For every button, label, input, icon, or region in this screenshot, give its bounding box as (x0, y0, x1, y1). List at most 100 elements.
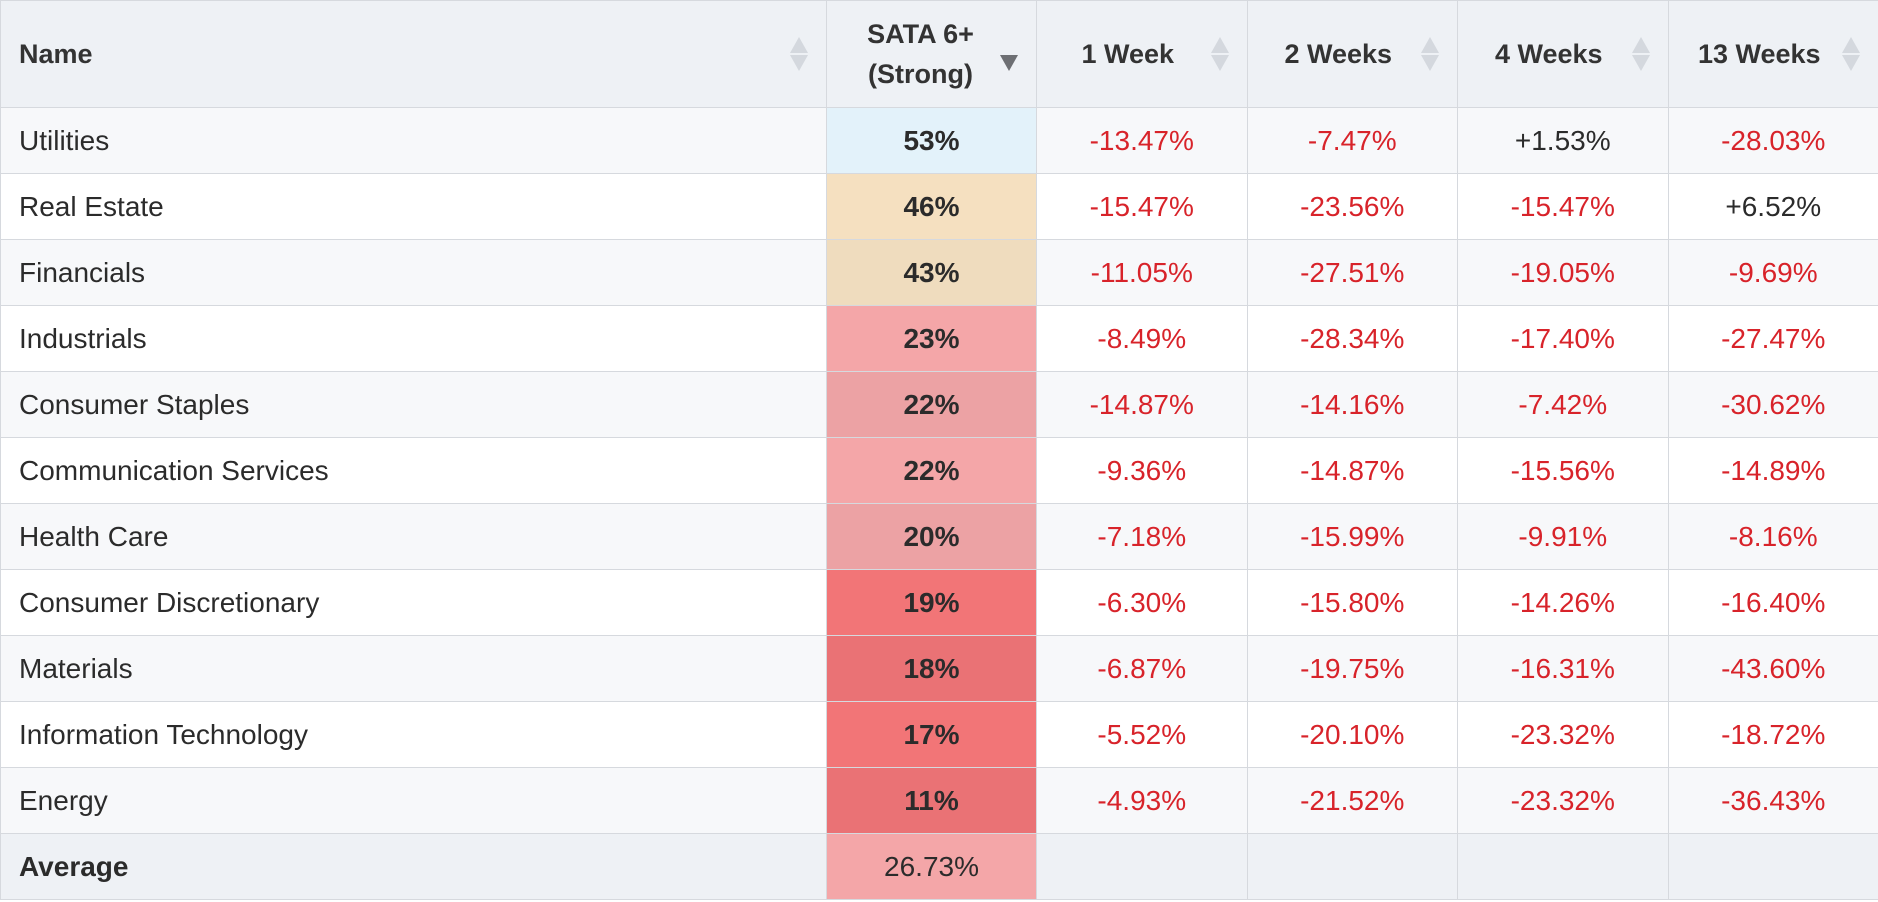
sector-name: Health Care (0, 503, 827, 570)
change-4-weeks: -15.47% (1457, 173, 1669, 240)
change-13-weeks: -36.43% (1667, 767, 1878, 834)
column-header-label: Name (19, 39, 93, 69)
table-row[interactable]: Consumer Discretionary 19% -6.30% -15.80% -1… (0, 569, 1878, 636)
change-1-week: -6.87% (1036, 635, 1248, 702)
change-2-weeks: -14.16% (1246, 371, 1458, 438)
sata-value: 46% (826, 173, 1037, 240)
average-sata-value: 26.73% (826, 833, 1037, 900)
change-4-weeks: -23.32% (1457, 701, 1669, 768)
table-row[interactable]: Health Care 20% -7.18% -15.99% -9.91% -8.16% (0, 503, 1878, 570)
sata-value: 11% (826, 767, 1037, 834)
sector-name: Financials (0, 239, 827, 306)
table-row[interactable]: Utilities 53% -13.47% -7.47% +1.53% -28.03% (0, 107, 1878, 174)
change-13-weeks: -18.72% (1667, 701, 1878, 768)
change-1-week: -6.30% (1036, 569, 1248, 636)
change-4-weeks: -15.56% (1457, 437, 1669, 504)
table-row[interactable]: Consumer Staples 22% -14.87% -14.16% -7.42% -… (0, 371, 1878, 438)
change-4-weeks: -17.40% (1457, 305, 1669, 372)
change-2-weeks: -23.56% (1246, 173, 1458, 240)
sata-value: 22% (826, 437, 1037, 504)
average-row: Average 26.73% (0, 833, 1878, 900)
change-1-week: -4.93% (1036, 767, 1248, 834)
change-13-weeks: -28.03% (1667, 107, 1878, 174)
sata-value: 18% (826, 635, 1037, 702)
sort-icon[interactable] (1631, 37, 1650, 71)
change-13-weeks: -16.40% (1667, 569, 1878, 636)
table-row[interactable]: Energy 11% -4.93% -21.52% -23.32% -36.43% (0, 767, 1878, 834)
change-1-week: -8.49% (1036, 305, 1248, 372)
change-13-weeks: -27.47% (1667, 305, 1878, 372)
change-1-week: -11.05% (1036, 239, 1248, 306)
change-1-week: -9.36% (1036, 437, 1248, 504)
header-row: Name SATA 6+ (Strong) 1 Week 2 Weeks (0, 0, 1878, 108)
column-header-sata[interactable]: SATA 6+ (Strong) (826, 0, 1037, 108)
column-header-name[interactable]: Name (0, 0, 827, 108)
sector-name: Consumer Staples (0, 371, 827, 438)
change-4-weeks: -14.26% (1457, 569, 1669, 636)
table-body: Utilities 53% -13.47% -7.47% +1.53% -28.03% Re… (0, 107, 1878, 834)
column-header-label: 2 Weeks (1284, 39, 1393, 69)
column-header-4-weeks[interactable]: 4 Weeks (1457, 0, 1669, 108)
sata-value: 17% (826, 701, 1037, 768)
sector-name: Consumer Discretionary (0, 569, 827, 636)
average-label: Average (0, 833, 827, 900)
change-1-week: -13.47% (1036, 107, 1248, 174)
column-header-label: 4 Weeks (1494, 39, 1603, 69)
change-4-weeks: -23.32% (1457, 767, 1669, 834)
sort-icon[interactable] (790, 37, 808, 71)
column-header-label: (Strong) (868, 59, 973, 89)
sector-name: Communication Services (0, 437, 827, 504)
table-row[interactable]: Financials 43% -11.05% -27.51% -19.05% -9.69% (0, 239, 1878, 306)
change-13-weeks: -30.62% (1667, 371, 1878, 438)
average-empty-cell (1457, 833, 1669, 900)
change-13-weeks: -8.16% (1667, 503, 1878, 570)
change-4-weeks: -9.91% (1457, 503, 1669, 570)
sector-name: Industrials (0, 305, 827, 372)
change-13-weeks: +6.52% (1667, 173, 1878, 240)
table-row[interactable]: Information Technology 17% -5.52% -20.10% -2… (0, 701, 1878, 768)
change-13-weeks: -43.60% (1667, 635, 1878, 702)
change-1-week: -15.47% (1036, 173, 1248, 240)
sector-name: Materials (0, 635, 827, 702)
sort-descending-icon[interactable] (1000, 37, 1018, 71)
sort-icon[interactable] (1210, 37, 1229, 71)
sata-value: 19% (826, 569, 1037, 636)
change-2-weeks: -15.99% (1246, 503, 1458, 570)
sector-name: Energy (0, 767, 827, 834)
change-2-weeks: -28.34% (1246, 305, 1458, 372)
change-4-weeks: -16.31% (1457, 635, 1669, 702)
sort-icon[interactable] (1842, 37, 1860, 71)
sata-value: 53% (826, 107, 1037, 174)
change-4-weeks: +1.53% (1457, 107, 1669, 174)
average-empty-cell (1036, 833, 1248, 900)
change-2-weeks: -19.75% (1246, 635, 1458, 702)
change-4-weeks: -7.42% (1457, 371, 1669, 438)
average-empty-cell (1667, 833, 1878, 900)
column-header-label: SATA 6+ (867, 19, 974, 49)
change-1-week: -7.18% (1036, 503, 1248, 570)
average-empty-cell (1246, 833, 1458, 900)
change-4-weeks: -19.05% (1457, 239, 1669, 306)
column-header-2-weeks[interactable]: 2 Weeks (1246, 0, 1458, 108)
change-2-weeks: -14.87% (1246, 437, 1458, 504)
column-header-label: 1 Week (1081, 39, 1175, 69)
change-1-week: -14.87% (1036, 371, 1248, 438)
change-2-weeks: -7.47% (1246, 107, 1458, 174)
change-1-week: -5.52% (1036, 701, 1248, 768)
change-2-weeks: -27.51% (1246, 239, 1458, 306)
sata-value: 43% (826, 239, 1037, 306)
table-row[interactable]: Communication Services 22% -9.36% -14.87% -1… (0, 437, 1878, 504)
table-row[interactable]: Materials 18% -6.87% -19.75% -16.31% -43.60% (0, 635, 1878, 702)
column-header-13-weeks[interactable]: 13 Weeks (1667, 0, 1878, 108)
table-row[interactable]: Industrials 23% -8.49% -28.34% -17.40% -27.47… (0, 305, 1878, 372)
sort-icon[interactable] (1421, 37, 1439, 71)
table-row[interactable]: Real Estate 46% -15.47% -23.56% -15.47% +6.52… (0, 173, 1878, 240)
change-2-weeks: -15.80% (1246, 569, 1458, 636)
sector-name: Real Estate (0, 173, 827, 240)
sector-name: Information Technology (0, 701, 827, 768)
change-2-weeks: -21.52% (1246, 767, 1458, 834)
sata-value: 23% (826, 305, 1037, 372)
column-header-1-week[interactable]: 1 Week (1036, 0, 1248, 108)
change-2-weeks: -20.10% (1246, 701, 1458, 768)
